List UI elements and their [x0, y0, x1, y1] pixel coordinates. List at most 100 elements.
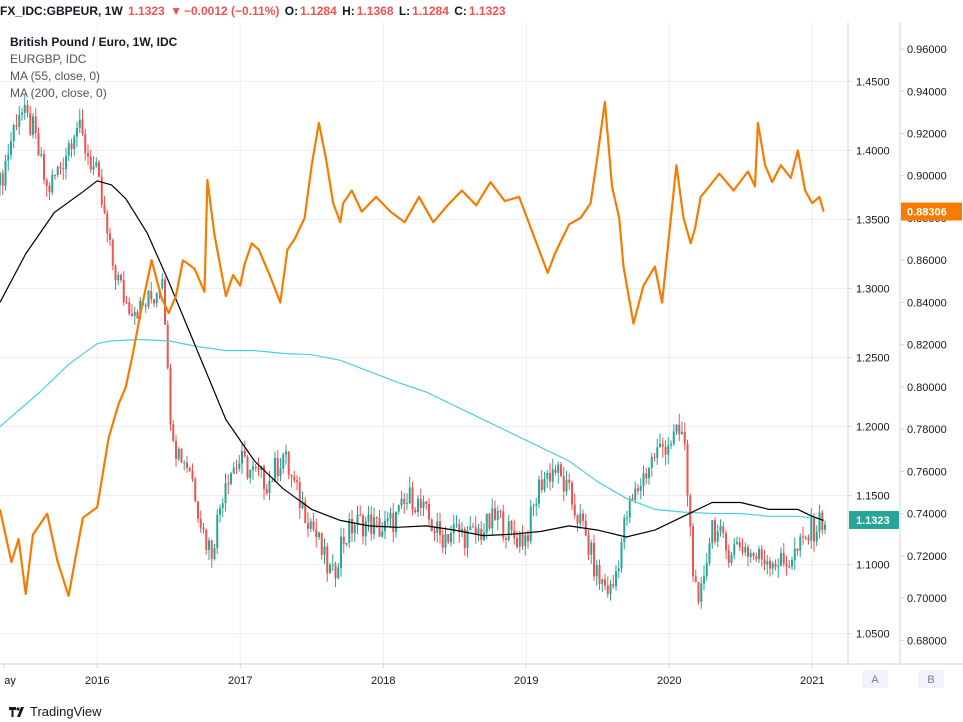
candle — [301, 501, 304, 509]
candle — [524, 535, 527, 546]
legend-ma200[interactable]: MA (200, close, 0) — [10, 86, 107, 100]
candle — [10, 141, 13, 155]
candle — [777, 565, 780, 567]
candle — [546, 472, 549, 479]
candle — [755, 556, 758, 560]
candle — [67, 143, 70, 156]
time-axis-label: 2018 — [371, 675, 395, 687]
candle — [73, 136, 76, 150]
candle — [763, 559, 766, 565]
legend-title: British Pound / Euro, 1W, IDC — [10, 35, 178, 49]
scale-mode-button[interactable]: B — [927, 674, 934, 686]
candle — [653, 456, 656, 458]
left-axis-label: 1.2500 — [856, 352, 890, 364]
axis-buttons: A B — [862, 670, 944, 688]
candle — [122, 280, 125, 303]
candle — [769, 560, 772, 569]
candle — [265, 489, 268, 494]
candle — [205, 529, 208, 550]
plot-area[interactable] — [0, 94, 827, 609]
candle — [480, 528, 483, 540]
button-b-bg[interactable] — [918, 670, 944, 688]
candle — [571, 482, 574, 505]
candle — [543, 478, 546, 491]
candle — [705, 563, 708, 577]
candle — [348, 518, 351, 543]
candle — [609, 584, 612, 594]
candle — [793, 548, 796, 561]
candle — [472, 526, 475, 528]
candle — [510, 521, 513, 531]
candle — [367, 514, 370, 522]
candle — [656, 447, 659, 458]
footer-brand[interactable]: TradingView — [30, 704, 102, 719]
eurgbp-line[interactable] — [0, 100, 825, 598]
candle — [342, 536, 345, 545]
candle — [799, 536, 802, 551]
candle — [51, 174, 54, 193]
candle — [197, 501, 200, 519]
candle — [78, 119, 81, 129]
candle — [714, 520, 717, 542]
candle — [370, 514, 373, 535]
right-axis-label: 0.68000 — [907, 635, 947, 647]
candle — [771, 563, 774, 569]
candle — [722, 526, 725, 534]
candle — [219, 508, 222, 515]
candle — [703, 576, 706, 584]
candle — [353, 525, 356, 534]
candle — [202, 527, 205, 530]
left-axis-label: 1.4500 — [856, 76, 890, 88]
candle — [337, 567, 340, 579]
time-axis-label: ay — [4, 675, 16, 687]
candle — [664, 446, 667, 455]
candle — [738, 542, 741, 548]
right-axis-label: 0.70000 — [907, 593, 947, 605]
candle — [469, 526, 472, 531]
candle — [4, 160, 7, 186]
candle — [40, 154, 43, 156]
candle — [161, 279, 164, 289]
candle — [395, 511, 398, 532]
candle — [815, 531, 818, 542]
legend-compare[interactable]: EURGBP, IDC — [10, 52, 87, 66]
candle — [648, 468, 651, 479]
candle — [595, 564, 598, 577]
candle — [180, 448, 183, 463]
low-label: L: — [398, 4, 411, 18]
symbol-header: FX_IDC:GBPEUR, 1W 1.1323 ▼ −0.0012 (−0.11… — [0, 0, 963, 22]
time-axis-label: 2016 — [85, 675, 109, 687]
candle — [7, 154, 10, 161]
candle — [458, 524, 461, 533]
auto-scale-button[interactable]: A — [871, 674, 879, 686]
candle — [565, 479, 568, 492]
legend-ma55[interactable]: MA (55, close, 0) — [10, 69, 100, 83]
candle — [70, 143, 73, 150]
button-a-bg[interactable] — [862, 670, 888, 688]
candle — [252, 466, 255, 470]
candle — [620, 542, 623, 569]
symbol-name[interactable]: FX_IDC:GBPEUR, 1W — [0, 4, 123, 18]
candle — [109, 233, 112, 240]
candle — [425, 501, 428, 505]
left-axis-label: 1.4000 — [856, 145, 890, 157]
candle — [744, 547, 747, 553]
candle — [741, 547, 744, 553]
candle — [356, 514, 359, 526]
candle — [403, 498, 406, 504]
candle — [318, 532, 321, 538]
candle — [285, 451, 288, 455]
ma55-line[interactable] — [0, 180, 824, 538]
candle — [455, 524, 458, 526]
candle — [447, 534, 450, 543]
candle — [408, 487, 411, 504]
candle — [230, 473, 233, 484]
candle — [364, 521, 367, 537]
open-value: 1.1284 — [300, 4, 337, 18]
candle — [428, 504, 431, 520]
candle — [378, 517, 381, 537]
candle — [32, 116, 35, 135]
candle — [26, 104, 29, 114]
candle — [48, 185, 51, 193]
